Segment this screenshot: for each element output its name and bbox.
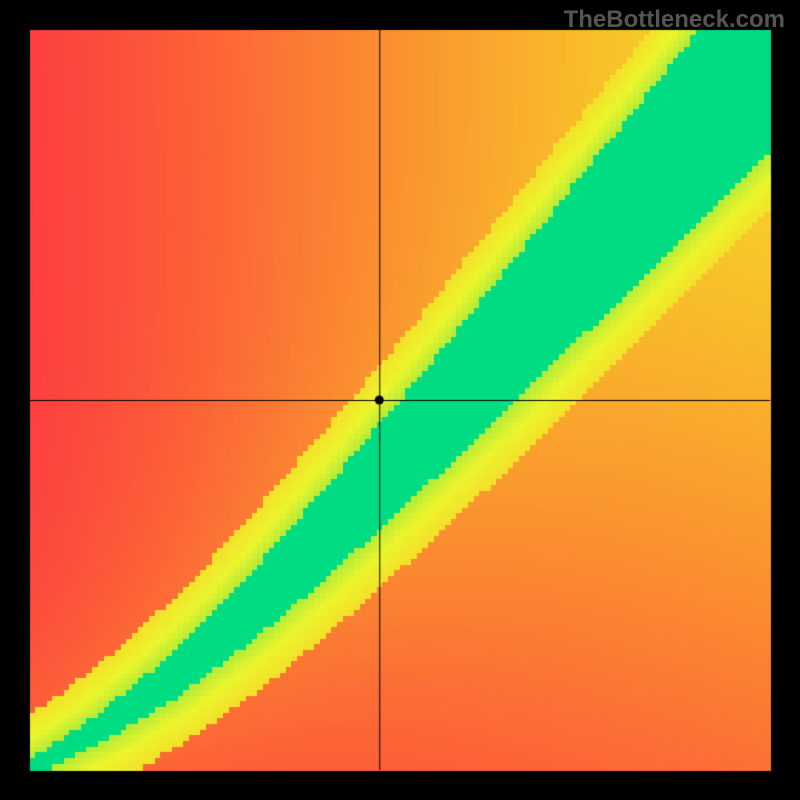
bottleneck-heatmap xyxy=(0,0,800,800)
watermark-text: TheBottleneck.com xyxy=(564,6,785,34)
chart-container: TheBottleneck.com xyxy=(0,0,800,800)
